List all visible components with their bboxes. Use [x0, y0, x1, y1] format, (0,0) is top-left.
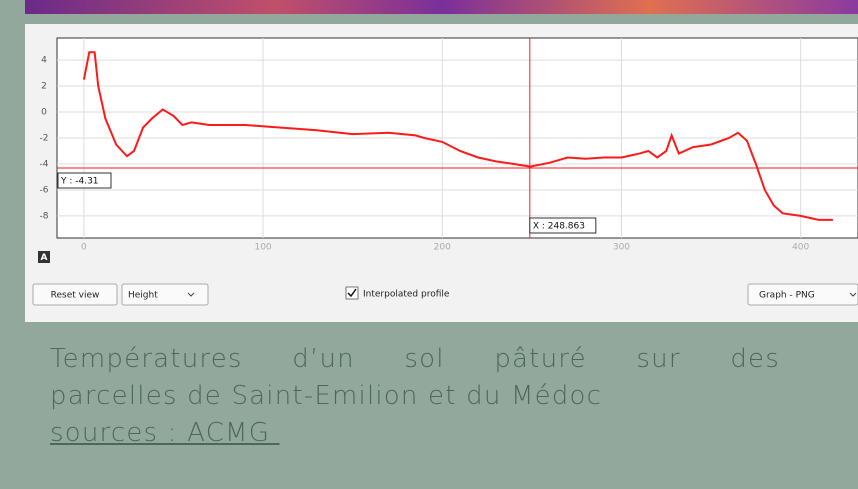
- x-tick-label: 400: [792, 243, 809, 253]
- x-tick-label: 300: [613, 243, 630, 253]
- y-tick-label: 2: [41, 82, 47, 92]
- caption-line: Températures d’un sol pâturé sur des: [50, 344, 780, 374]
- mode-label: Height: [128, 291, 158, 301]
- cursor-x-label: X : 248.863: [533, 222, 585, 232]
- page: Y : -4.31 X : 248.863 A Reset view Height…: [0, 0, 858, 489]
- thermal-image: [25, 0, 858, 14]
- caption-line: parcelles de Saint-Emilion et du Médoc: [50, 381, 780, 411]
- y-tick-label: -2: [40, 134, 49, 144]
- y-tick-label: 4: [41, 56, 47, 66]
- checkbox-label: Interpolated profile: [363, 290, 450, 300]
- x-tick-label: 0: [81, 243, 87, 253]
- y-tick-label: -4: [40, 159, 49, 169]
- screenshot: Y : -4.31 X : 248.863 A Reset view Height…: [0, 0, 858, 489]
- y-tick-label: 0: [41, 108, 47, 118]
- corner-label: A: [41, 253, 48, 263]
- x-tick-label: 200: [434, 243, 451, 253]
- caption-source[interactable]: sources : ACMG: [50, 418, 780, 448]
- checkbox[interactable]: [346, 287, 358, 299]
- y-tick-label: -8: [40, 211, 49, 221]
- cursor-y-label: Y : -4.31: [60, 177, 99, 187]
- y-tick-label: -6: [40, 185, 49, 195]
- export-label: Graph - PNG: [759, 291, 815, 301]
- reset-label: Reset view: [51, 291, 100, 301]
- x-tick-label: 100: [254, 243, 271, 253]
